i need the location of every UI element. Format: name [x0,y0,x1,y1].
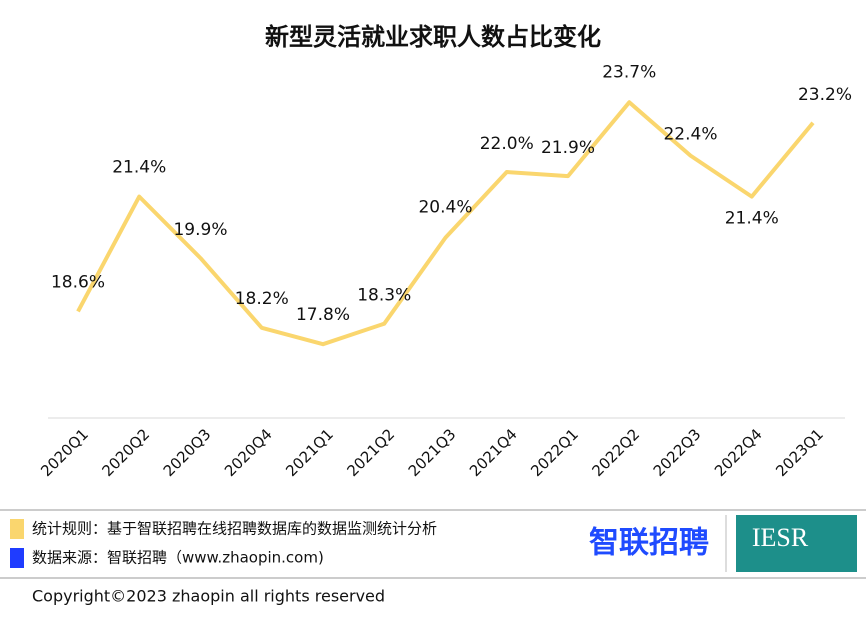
data-label: 20.4% [418,198,472,218]
copyright: Copyright©2023 zhaopin all rights reserv… [32,587,385,606]
chart-title: 新型灵活就业求职人数占比变化 [265,23,601,51]
x-tick-label: 2020Q4 [221,425,276,480]
x-tick-label: 2022Q3 [650,425,705,480]
data-label: 21.4% [725,209,779,229]
x-tick-label: 2021Q4 [466,425,521,480]
x-tick-label: 2023Q1 [772,425,827,480]
data-label: 23.2% [798,85,852,105]
note-swatch [10,548,24,568]
data-label: 23.7% [602,62,656,82]
x-tick-label: 2022Q1 [527,425,582,480]
logo-box [736,515,857,572]
data-label: 21.4% [112,158,166,178]
x-tick-label: 2020Q1 [37,425,92,480]
data-label: 18.3% [357,286,411,306]
x-tick-label: 2021Q2 [343,425,398,480]
data-label: 22.0% [480,134,534,154]
data-label: 17.8% [296,305,350,325]
x-tick-label: 2020Q2 [98,425,153,480]
logo: IESR [752,523,809,552]
line-series [76,100,815,347]
x-tick-label: 2022Q4 [711,425,766,480]
x-tick-label: 2021Q1 [282,425,337,480]
data-label: 18.6% [51,272,105,292]
logo: 智联招聘 [589,526,709,561]
data-label: 22.4% [663,125,717,145]
data-label: 18.2% [235,289,289,309]
note-swatch [10,519,24,539]
data-label: 21.9% [541,138,595,158]
x-tick-label: 2020Q3 [160,425,215,480]
note: 数据来源：智联招聘（www.zhaopin.com) [32,549,324,567]
note: 统计规则：基于智联招聘在线招聘数据库的数据监测统计分析 [32,520,437,538]
x-tick-label: 2021Q3 [405,425,460,480]
data-label: 19.9% [173,220,227,240]
x-tick-label: 2022Q2 [588,425,643,480]
